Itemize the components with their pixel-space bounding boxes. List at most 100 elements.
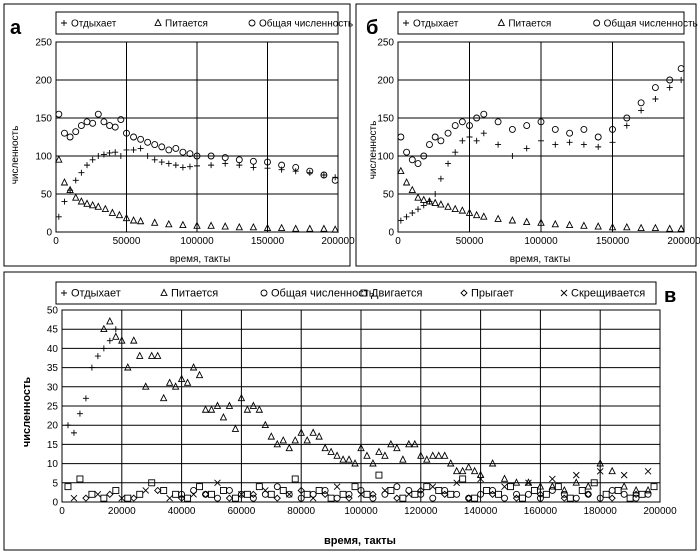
panel-a-point-total	[306, 167, 314, 175]
panel-c-point-feeding	[423, 455, 431, 463]
panel-c-point-feeding	[375, 447, 383, 455]
panel-c-point-moving	[423, 483, 431, 491]
panel-a-point-feeding	[83, 199, 91, 207]
panel-b-point-feeding	[402, 178, 411, 186]
panel-c-point-feeding	[165, 378, 174, 386]
panel-c-legend-total: Общая численность	[260, 288, 375, 300]
panel-b-point-resting	[409, 210, 416, 216]
panel-b-point-resting	[397, 217, 404, 224]
panel-c-point-total	[357, 487, 365, 494]
panel-a-point-total	[77, 122, 85, 130]
panel-c-point-jumping	[465, 494, 473, 502]
chart-panel-b: б Отдыхает Питается Общая численность 0 50 1…	[355, 3, 700, 267]
panel-b-legend-resting: Отдыхает	[403, 19, 459, 30]
panel-c-legend-marker	[460, 289, 468, 297]
panel-b-letter: б	[366, 17, 378, 39]
panel-c-point-jumping	[249, 490, 257, 498]
panel-c-point-feeding	[267, 432, 276, 440]
panel-b-point-feeding	[608, 222, 617, 231]
panel-c-point-moving	[459, 475, 467, 483]
panel-c-point-mating	[118, 494, 126, 502]
panel-a-point-total	[72, 128, 80, 136]
panel-b-point-total	[566, 129, 574, 137]
panel-c-point-feeding	[189, 363, 198, 371]
panel-a-point-feeding	[221, 222, 229, 230]
panel-c-point-feeding	[512, 478, 521, 486]
panel-c-point-feeding	[500, 474, 509, 482]
panel-b-point-feeding	[537, 218, 545, 226]
panel-c-ylabel: численность	[21, 377, 33, 448]
panel-c-point-jumping	[441, 490, 449, 498]
panel-c-xtick-label: 160000	[524, 506, 558, 517]
panel-b-legend-label: Общая численность	[604, 18, 698, 30]
panel-a-point-resting	[165, 160, 172, 167]
panel-c-ytick-label: 0	[52, 498, 58, 509]
panel-c-point-total	[273, 483, 281, 491]
panel-c-point-feeding	[429, 451, 437, 459]
panel-b-point-feeding	[580, 221, 588, 229]
panel-c-point-mating	[333, 483, 341, 490]
panel-c-point-moving	[602, 490, 610, 498]
panel-c-point-mating	[501, 483, 508, 490]
panel-c-point-feeding	[411, 439, 419, 448]
panel-a-point-resting	[84, 162, 91, 169]
panel-c-legend-marker	[160, 288, 168, 296]
panel-c-point-feeding	[596, 459, 604, 467]
panel-c-xtick-label: 40000	[168, 506, 196, 517]
panel-b-point-resting	[432, 191, 439, 197]
panel-a-point-resting	[172, 162, 179, 169]
panel-b-point-feeding	[437, 200, 445, 208]
panel-c-point-feeding	[106, 317, 114, 325]
panel-b-ytick-label: 250	[377, 38, 394, 49]
panel-c-point-moving	[172, 490, 180, 498]
panel-c-point-moving	[411, 490, 419, 498]
panel-c-point-mating	[549, 475, 556, 483]
panel-b-point-resting	[595, 143, 602, 150]
panel-c-xlabel: время, такты	[324, 535, 396, 547]
panel-a-ytick-label: 200	[35, 76, 52, 87]
panel-c-legend-marker	[61, 290, 67, 296]
panel-a-point-total	[193, 152, 201, 160]
panel-a-point-resting	[137, 145, 144, 152]
panel-c-point-feeding	[303, 436, 311, 444]
panel-c-point-moving	[554, 483, 562, 491]
panel-c-point-feeding	[291, 436, 299, 444]
panel-c-point-jumping	[154, 486, 162, 495]
panel-c-point-resting	[88, 364, 95, 371]
panel-c-point-jumping	[536, 490, 545, 498]
panel-b-point-resting	[638, 107, 645, 114]
panel-c-point-feeding	[393, 443, 401, 452]
panel-c-point-feeding	[201, 405, 210, 413]
panel-c-point-total	[429, 494, 437, 502]
panel-b-series-resting	[397, 77, 685, 224]
panel-c-xtick-label: 20000	[108, 506, 136, 517]
panel-a-point-resting	[112, 149, 119, 156]
panel-a-point-total	[207, 152, 215, 160]
panel-a-point-total	[320, 171, 328, 179]
panel-c-xtick-label: 140000	[464, 506, 498, 517]
panel-b-ylabel: численность	[368, 121, 379, 180]
panel-b-point-resting	[523, 145, 530, 152]
panel-a-xtick-label: 0	[53, 236, 59, 247]
panel-b-point-total	[473, 114, 481, 122]
panel-c-point-resting	[106, 337, 113, 344]
panel-c-ytick-label: 45	[47, 325, 59, 336]
panel-c-point-feeding	[417, 451, 425, 459]
panel-b-point-resting	[445, 160, 452, 167]
panel-c-point-feeding	[136, 351, 144, 359]
panel-c-point-moving	[64, 483, 72, 491]
panel-c-legend-label: Двигается	[371, 288, 422, 300]
panel-c-point-mating	[190, 491, 197, 498]
panel-c-point-moving	[136, 490, 144, 498]
panel-b-legend-label: Отдыхает	[413, 19, 459, 30]
panel-a-plot: 0 50 100 150 200 250 0 50000 100000 150000 200000	[35, 38, 355, 248]
panel-b-legend-marker	[497, 18, 506, 26]
panel-b-xlabel: время, такты	[510, 254, 571, 265]
panel-a-point-feeding	[66, 185, 74, 194]
panel-a-ytick-label: 50	[41, 190, 53, 201]
panel-b-ytick-label: 200	[377, 76, 394, 87]
panel-a-legend-label: Отдыхает	[71, 19, 117, 30]
panel-a-point-total	[94, 110, 102, 118]
panel-c-point-feeding	[249, 401, 258, 409]
panel-a-point-resting	[117, 153, 124, 159]
